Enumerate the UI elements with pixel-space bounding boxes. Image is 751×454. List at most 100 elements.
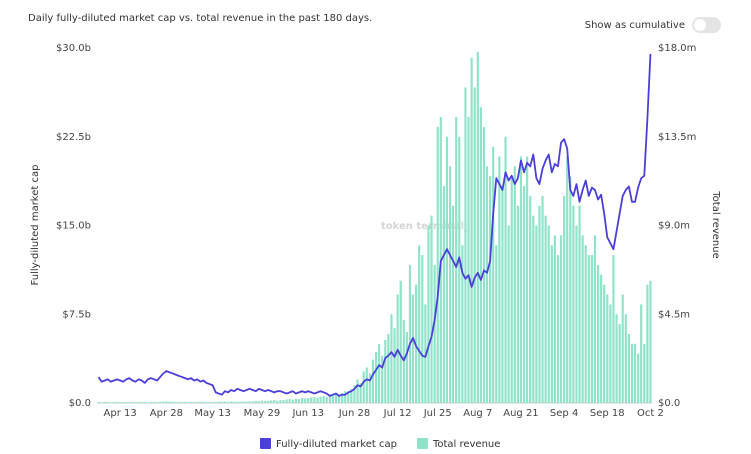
y2-tick-label: $13.5m (658, 132, 696, 143)
revenue-bar (242, 401, 245, 403)
legend-label: Fully-diluted market cap (276, 439, 397, 450)
revenue-bar (455, 117, 458, 404)
x-tick-label: Oct 2 (637, 408, 664, 419)
revenue-bar (461, 245, 464, 403)
revenue-bar (183, 401, 186, 403)
x-tick-label: Apr 28 (150, 408, 183, 419)
revenue-bar (479, 107, 482, 404)
x-tick-label: May 13 (194, 408, 231, 419)
revenue-bar (368, 373, 371, 403)
revenue-bar (350, 389, 353, 403)
revenue-bar (541, 195, 544, 403)
revenue-bar (550, 245, 553, 403)
revenue-bar (220, 401, 223, 403)
revenue-bar (538, 205, 541, 403)
revenue-bar (572, 205, 575, 403)
revenue-bar (331, 395, 334, 403)
revenue-bar (464, 87, 467, 403)
x-tick-label: May 29 (244, 408, 281, 419)
revenue-bar (149, 402, 153, 403)
revenue-bar (495, 245, 498, 403)
revenue-bar (347, 392, 350, 403)
revenue-bar (146, 402, 149, 403)
revenue-bar (257, 401, 260, 403)
revenue-bar (273, 400, 276, 403)
revenue-bar (399, 280, 402, 403)
revenue-bar (137, 402, 140, 403)
revenue-bar (180, 402, 183, 403)
revenue-bar (291, 399, 294, 403)
revenue-bar (535, 225, 538, 403)
market-cap-line (97, 53, 652, 397)
revenue-bar (208, 401, 211, 403)
revenue-bar (374, 351, 378, 403)
revenue-bar (563, 195, 566, 403)
legend-swatch (260, 438, 271, 449)
y-tick-label: $0.0 (69, 398, 91, 409)
revenue-bar (436, 126, 439, 403)
revenue-bar (199, 401, 202, 403)
toggle-knob[interactable] (694, 19, 706, 31)
revenue-bar (313, 397, 316, 403)
revenue-bar (171, 401, 174, 403)
revenue-bar (322, 396, 325, 403)
revenue-bar (421, 255, 424, 403)
revenue-bar (223, 401, 227, 403)
revenue-bar (140, 401, 143, 403)
revenue-bar (498, 156, 501, 403)
revenue-bar (143, 402, 146, 403)
revenue-bar (337, 394, 341, 403)
revenue-bar (325, 397, 328, 403)
revenue-bar (427, 225, 430, 403)
revenue-bar (482, 126, 486, 403)
revenue-bar (452, 205, 455, 403)
revenue-bar (152, 401, 156, 403)
revenue-bar (544, 215, 547, 403)
y2-tick-label: $18.0m (658, 43, 696, 54)
revenue-bar (405, 332, 408, 403)
revenue-bar (282, 400, 285, 403)
revenue-bar (467, 117, 470, 404)
revenue-bar (328, 395, 331, 403)
revenue-bar (489, 176, 492, 403)
revenue-bar (384, 339, 387, 403)
revenue-bar (276, 400, 279, 403)
revenue-bar (307, 398, 310, 403)
revenue-bar (103, 401, 106, 403)
revenue-bar (177, 401, 180, 403)
revenue-bar (612, 255, 615, 403)
revenue-bar (578, 205, 581, 403)
revenue-bar (131, 401, 134, 403)
revenue-bar (233, 401, 236, 403)
revenue-bar (196, 401, 199, 403)
revenue-bar (621, 294, 624, 403)
revenue-bar (473, 87, 476, 403)
revenue-bar (596, 264, 600, 403)
revenue-bar (393, 328, 396, 403)
revenue-bar (122, 402, 125, 403)
x-tick-label: Jun 28 (338, 408, 371, 419)
revenue-bar (381, 355, 384, 403)
revenue-bar (310, 397, 313, 403)
revenue-bar (418, 245, 421, 403)
revenue-bar (186, 402, 190, 403)
revenue-bar (260, 400, 264, 403)
revenue-bar (501, 186, 504, 403)
revenue-bar (640, 304, 643, 403)
revenue-bar (288, 399, 291, 403)
revenue-bar (476, 51, 479, 403)
revenue-bar (470, 57, 473, 403)
revenue-bar (396, 294, 399, 403)
revenue-bar (300, 398, 304, 403)
revenue-bar (125, 402, 128, 403)
revenue-bar (519, 156, 523, 403)
revenue-bar (600, 274, 603, 403)
y2-tick-label: $4.5m (658, 309, 690, 320)
revenue-bar (267, 400, 270, 403)
revenue-bar (615, 314, 618, 403)
revenue-bar (532, 215, 535, 403)
revenue-bar (106, 402, 109, 403)
revenue-bar (279, 400, 282, 403)
revenue-bar (371, 359, 375, 403)
